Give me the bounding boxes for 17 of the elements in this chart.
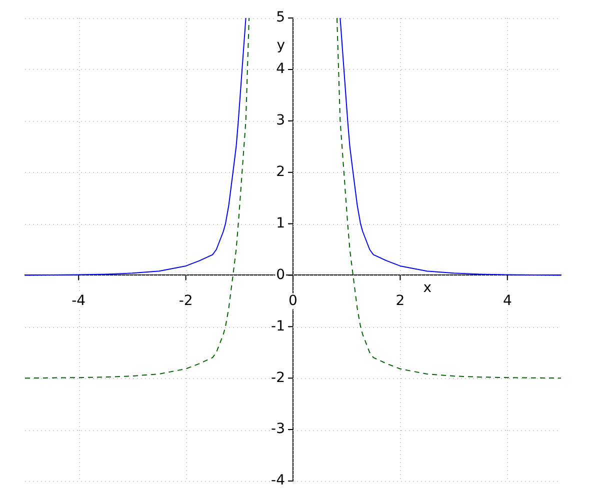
x-tick-label: -2 <box>178 292 193 309</box>
y-tick-label: 2 <box>276 164 285 180</box>
y-tick-label: 1 <box>276 215 285 232</box>
x-axis-title: x <box>423 280 432 296</box>
x-tick-label: 4 <box>502 292 512 309</box>
x-tick-label: 0 <box>288 292 298 309</box>
y-tick-label: -1 <box>271 318 285 334</box>
y-tick-label: 0 <box>276 266 285 283</box>
y-tick-label: 5 <box>276 10 285 26</box>
y-axis-title: y <box>276 38 285 54</box>
y-tick-label: -4 <box>271 472 286 489</box>
y-tick-label: -2 <box>271 370 285 386</box>
x-tick-label: 2 <box>396 292 405 309</box>
y-tick-label: 4 <box>276 61 286 78</box>
y-tick-label: 3 <box>276 112 285 129</box>
x-tick-label: -4 <box>72 292 86 309</box>
y-tick-label: -3 <box>271 421 285 438</box>
